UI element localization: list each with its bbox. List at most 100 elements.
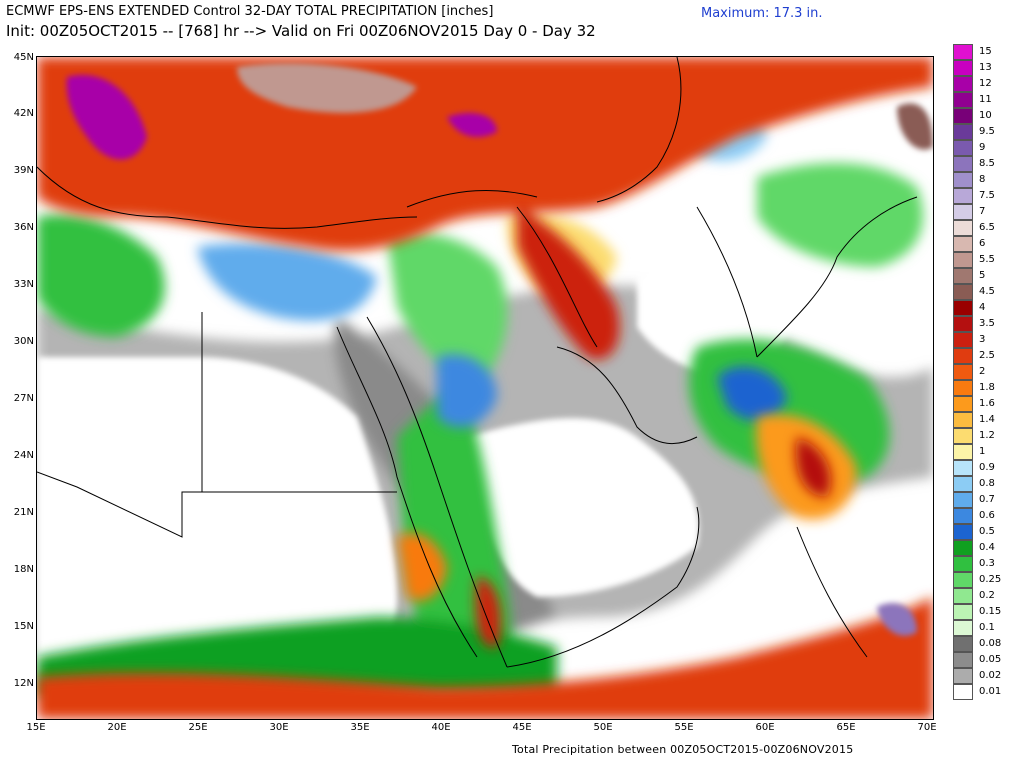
colorbar-swatch xyxy=(953,204,973,220)
colorbar-label: 8.5 xyxy=(979,158,995,169)
lat-label-36n: 36N xyxy=(13,222,34,233)
colorbar-label: 0.6 xyxy=(979,510,995,521)
colorbar-swatch xyxy=(953,572,973,588)
border-iran-west xyxy=(516,206,598,348)
colorbar-label: 12 xyxy=(979,78,992,89)
colorbar-label: 10 xyxy=(979,110,992,121)
lon-label-40e: 40E xyxy=(431,722,451,733)
colorbar-label: 6.5 xyxy=(979,222,995,233)
border-iran-east xyxy=(696,206,758,358)
colorbar-swatch xyxy=(953,124,973,140)
colorbar-swatch xyxy=(953,476,973,492)
colorbar-label: 0.5 xyxy=(979,526,995,537)
lon-label-55e: 55E xyxy=(674,722,694,733)
colorbar-swatch xyxy=(953,652,973,668)
colorbar-label: 5.5 xyxy=(979,254,995,265)
border-pakistan xyxy=(756,196,918,358)
colorbar-label: 0.08 xyxy=(979,638,1002,649)
colorbar-label: 3 xyxy=(979,334,986,345)
colorbar-swatch xyxy=(953,380,973,396)
maximum-value: 17.3 in. xyxy=(773,6,823,21)
colorbar-swatch xyxy=(953,492,973,508)
colorbar-swatch xyxy=(953,92,973,108)
lon-label-45e: 45E xyxy=(512,722,532,733)
lat-label-15n: 15N xyxy=(13,621,34,632)
colorbar-swatch xyxy=(953,172,973,188)
colorbar-swatch xyxy=(953,284,973,300)
border-red-sea-east xyxy=(366,316,508,668)
colorbar-label: 7 xyxy=(979,206,986,217)
colorbar-swatch xyxy=(953,268,973,284)
colorbar-swatch xyxy=(953,300,973,316)
precip-purple-arabsea xyxy=(877,603,917,636)
border-india-coast xyxy=(796,526,868,658)
precip-brown-north xyxy=(237,63,417,113)
colorbar-swatch xyxy=(953,252,973,268)
colorbar-swatch xyxy=(953,588,973,604)
colorbar-swatch xyxy=(953,76,973,92)
colorbar-label: 1.8 xyxy=(979,382,995,393)
lat-label-24n: 24N xyxy=(13,450,34,461)
colorbar-swatch xyxy=(953,604,973,620)
lon-label-15e: 15E xyxy=(26,722,46,733)
colorbar-label: 4 xyxy=(979,302,986,313)
colorbar-label: 1.4 xyxy=(979,414,995,425)
lon-label-20e: 20E xyxy=(107,722,127,733)
precipitation-field xyxy=(37,57,933,719)
precip-dry-arabia xyxy=(467,418,699,597)
border-gulf xyxy=(556,346,698,445)
maximum-label: Maximum: xyxy=(701,6,770,21)
lon-label-60e: 60E xyxy=(755,722,775,733)
colorbar-label: 4.5 xyxy=(979,286,995,297)
colorbar-label: 8 xyxy=(979,174,986,185)
colorbar-label: 1.6 xyxy=(979,398,995,409)
colorbar-label: 0.02 xyxy=(979,670,1002,681)
lon-label-70e: 70E xyxy=(917,722,937,733)
precip-green-levant xyxy=(387,233,508,387)
colorbar-swatch xyxy=(953,108,973,124)
border-turkey xyxy=(406,189,538,208)
colorbar-swatch xyxy=(953,60,973,76)
precip-purple-balkans xyxy=(66,75,147,160)
colorbar-swatch xyxy=(953,140,973,156)
colorbar-label: 0.1 xyxy=(979,622,995,633)
lon-label-35e: 35E xyxy=(350,722,370,733)
colorbar-swatch xyxy=(953,44,973,60)
country-borders xyxy=(37,57,918,668)
colorbar-label: 0.7 xyxy=(979,494,995,505)
border-coast-north xyxy=(37,166,418,229)
lon-label-25e: 25E xyxy=(188,722,208,733)
colorbar-label: 7.5 xyxy=(979,190,995,201)
lon-label-50e: 50E xyxy=(593,722,613,733)
colorbar-label: 0.3 xyxy=(979,558,995,569)
colorbar-swatch xyxy=(953,556,973,572)
colorbar-label: 11 xyxy=(979,94,992,105)
colorbar-label: 0.4 xyxy=(979,542,995,553)
colorbar-swatch xyxy=(953,332,973,348)
lat-label-12n: 12N xyxy=(13,678,34,689)
colorbar-swatch xyxy=(953,508,973,524)
lat-label-30n: 30N xyxy=(13,336,34,347)
lon-label-30e: 30E xyxy=(269,722,289,733)
colorbar-label: 3.5 xyxy=(979,318,995,329)
colorbar-label: 0.01 xyxy=(979,686,1002,697)
precip-orange-redsea xyxy=(397,533,447,601)
colorbar-swatch xyxy=(953,668,973,684)
colorbar-label: 9.5 xyxy=(979,126,995,137)
colorbar-label: 0.9 xyxy=(979,462,995,473)
colorbar-swatch xyxy=(953,364,973,380)
colorbar-swatch xyxy=(953,684,973,700)
precip-blue-arabsea xyxy=(717,366,787,421)
colorbar-label: 5 xyxy=(979,270,986,281)
colorbar-swatch xyxy=(953,524,973,540)
precip-red-north xyxy=(37,57,933,251)
precip-dry-africa xyxy=(37,357,397,672)
precip-brown-east xyxy=(897,103,933,150)
colorbar-label: 0.15 xyxy=(979,606,1002,617)
colorbar-label: 0.05 xyxy=(979,654,1002,665)
colorbar-label: 0.2 xyxy=(979,590,995,601)
border-caspian xyxy=(596,57,682,203)
lat-label-42n: 42N xyxy=(13,108,34,119)
border-libya-egypt xyxy=(37,471,202,538)
lat-label-39n: 39N xyxy=(13,165,34,176)
